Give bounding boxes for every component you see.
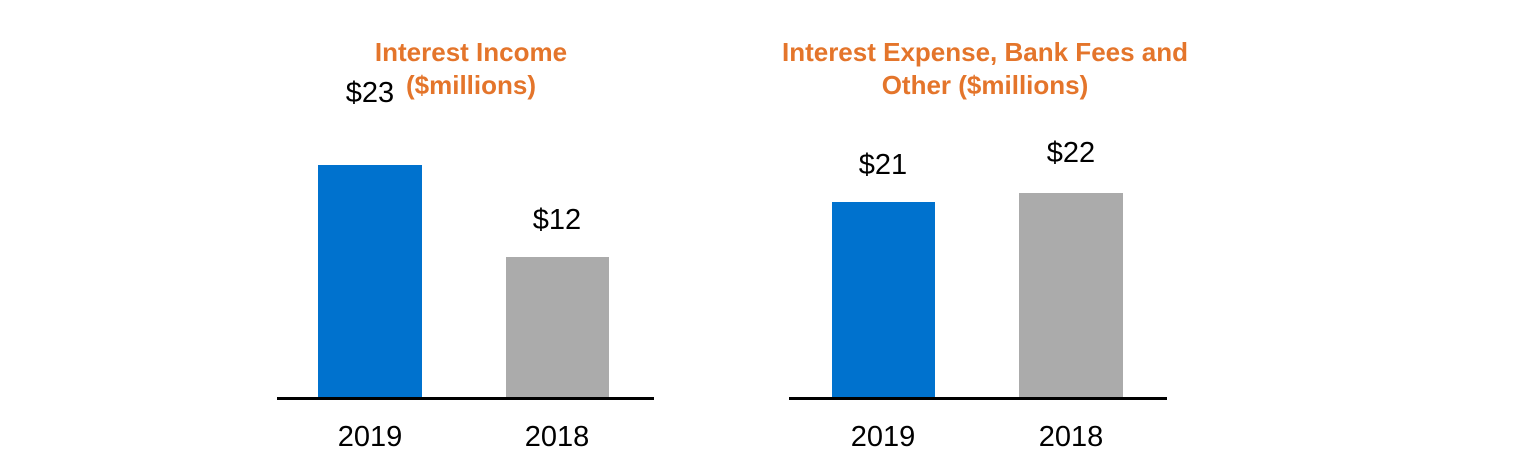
value-label-2018: $12 bbox=[532, 204, 582, 236]
chart-title-interest-expense: Interest Expense, Bank Fees and Other ($… bbox=[755, 36, 1215, 102]
value-label-2018: $22 bbox=[1046, 137, 1096, 169]
chart-title-line1: Interest Expense, Bank Fees and bbox=[781, 37, 1189, 67]
chart-title-interest-income: Interest Income ($millions) bbox=[283, 36, 659, 102]
x-axis-line bbox=[277, 397, 654, 400]
x-axis-line bbox=[789, 397, 1167, 400]
category-label-2019: 2019 bbox=[337, 421, 403, 453]
bar-2018 bbox=[505, 257, 609, 397]
bar-2018 bbox=[1019, 193, 1123, 397]
bar-2019 bbox=[318, 165, 422, 397]
chart-title-line2: ($millions) bbox=[405, 70, 536, 100]
chart-title-line1: Interest Income bbox=[374, 37, 568, 67]
category-label-2019: 2019 bbox=[850, 421, 916, 453]
value-label-2019: $23 bbox=[345, 77, 395, 109]
bar-2019 bbox=[831, 202, 935, 397]
category-label-2018: 2018 bbox=[1038, 421, 1104, 453]
category-label-2018: 2018 bbox=[524, 421, 590, 453]
value-label-2019: $21 bbox=[858, 149, 908, 181]
chart-title-line2: Other ($millions) bbox=[881, 70, 1089, 100]
